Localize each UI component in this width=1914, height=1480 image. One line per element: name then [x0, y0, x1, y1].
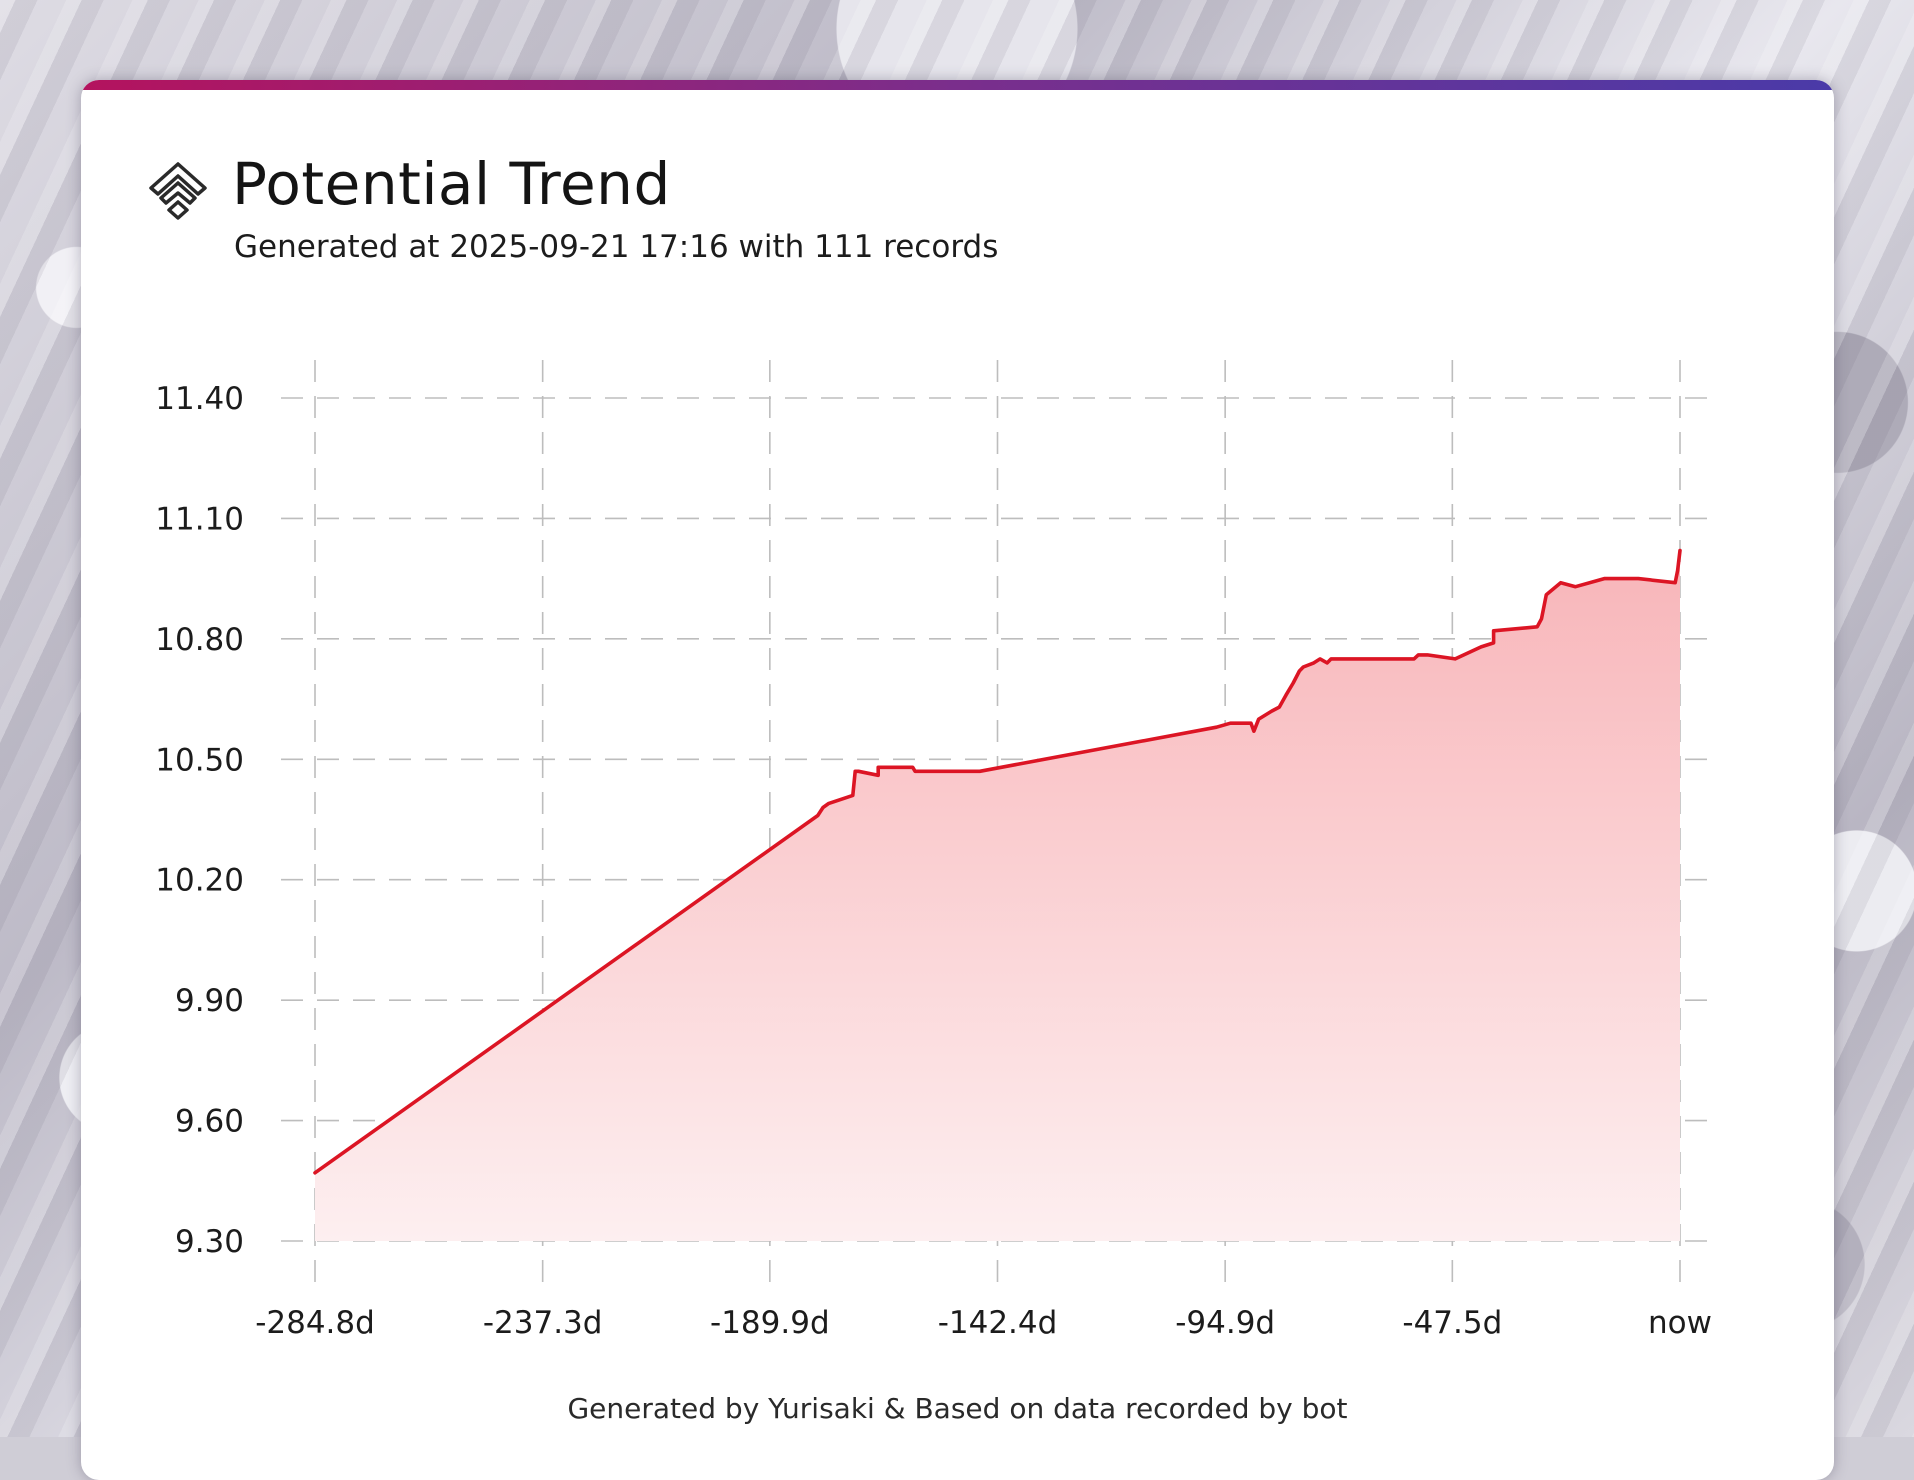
chart-card: Potential Trend Generated at 2025-09-21 … — [81, 80, 1834, 1480]
y-tick-label: 10.50 — [155, 742, 244, 778]
x-tick-label: -142.4d — [938, 1305, 1058, 1341]
y-tick-label: 11.40 — [155, 381, 244, 417]
y-tick-label: 10.20 — [155, 863, 244, 899]
x-tick-label: -47.5d — [1402, 1305, 1502, 1341]
x-tick-label: -189.9d — [710, 1305, 830, 1341]
y-tick-label: 10.80 — [155, 622, 244, 658]
y-tick-label: 9.60 — [175, 1104, 244, 1140]
x-tick-label: -237.3d — [483, 1305, 603, 1341]
x-tick-label: -284.8d — [255, 1305, 375, 1341]
x-tick-label: now — [1648, 1305, 1712, 1341]
footer-credit: Generated by Yurisaki & Based on data re… — [81, 1392, 1834, 1425]
potential-trend-chart: 9.30 9.60 9.90 10.20 10.50 10.80 11.10 11.40 -28… — [81, 80, 1834, 1380]
y-tick-label: 9.90 — [175, 983, 244, 1019]
y-tick-label: 9.30 — [175, 1224, 244, 1260]
x-tick-label: -94.9d — [1175, 1305, 1275, 1341]
y-tick-label: 11.10 — [155, 501, 244, 537]
